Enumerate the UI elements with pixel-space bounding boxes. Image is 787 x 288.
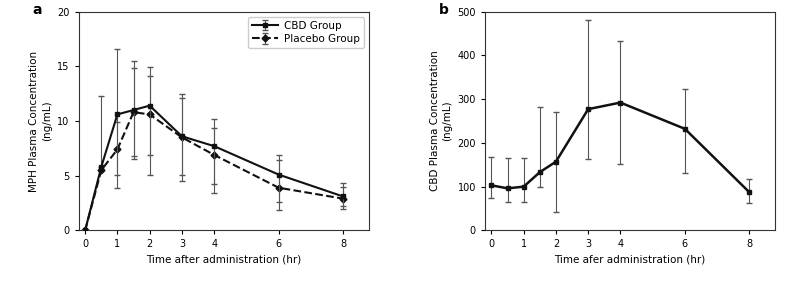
- Y-axis label: MPH Plasma Concentration
(ng/mL): MPH Plasma Concentration (ng/mL): [29, 50, 52, 192]
- X-axis label: Time after administration (hr): Time after administration (hr): [146, 255, 301, 265]
- Text: a: a: [32, 3, 42, 17]
- X-axis label: Time afer administration (hr): Time afer administration (hr): [555, 255, 706, 265]
- Text: b: b: [438, 3, 449, 17]
- Legend: CBD Group, Placebo Group: CBD Group, Placebo Group: [248, 17, 364, 48]
- Y-axis label: CBD Plasma Concentration
(ng/mL): CBD Plasma Concentration (ng/mL): [430, 51, 452, 191]
